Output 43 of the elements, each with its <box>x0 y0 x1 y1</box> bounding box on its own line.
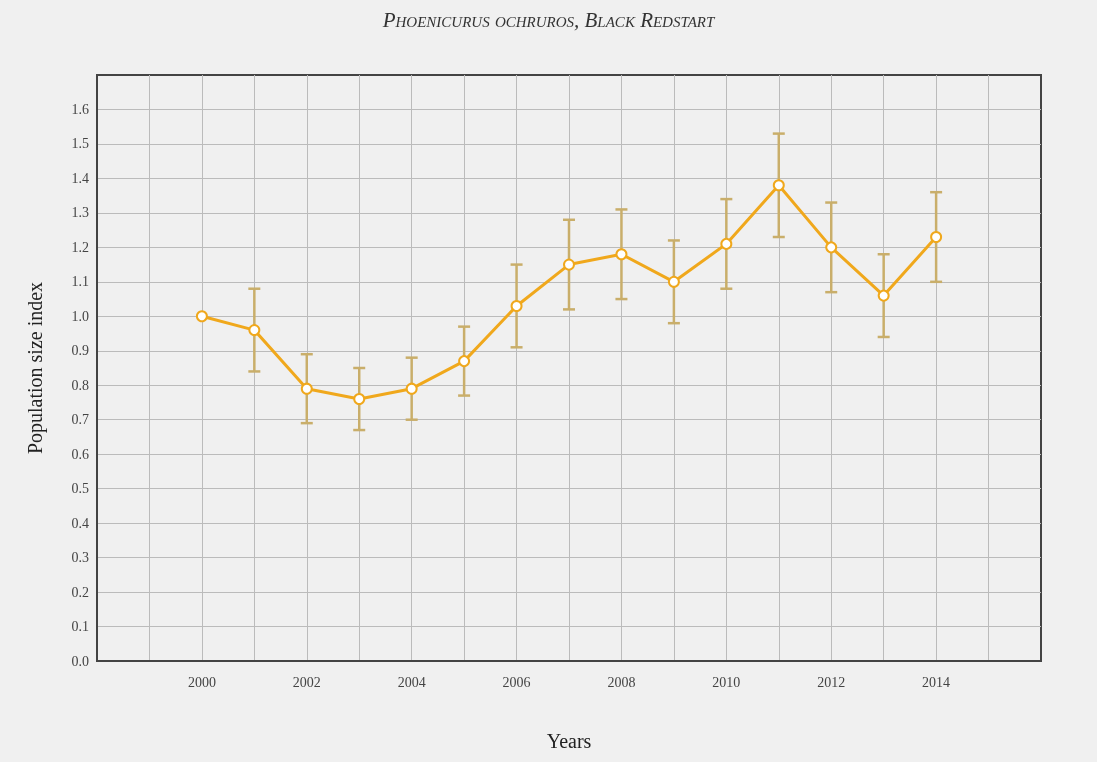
x-tick-label: 2002 <box>292 674 321 690</box>
point <box>667 275 680 288</box>
point <box>405 382 418 395</box>
y-tick-label: 0.5 <box>71 481 89 497</box>
point <box>458 355 471 368</box>
x-tick-label: 2000 <box>187 674 216 690</box>
y-tick-label: 0.4 <box>71 515 89 531</box>
point <box>930 231 943 244</box>
y-tick-label: 0.7 <box>71 412 89 428</box>
y-tick-label: 0.2 <box>71 584 89 600</box>
y-tick-label: 1.3 <box>71 205 89 221</box>
y-tick-label: 0.9 <box>71 343 89 359</box>
chart-title: Phoenicurus ochruros, Black Redstart <box>381 8 716 33</box>
y-tick-label: 1.2 <box>71 239 89 255</box>
point <box>772 179 785 192</box>
x-tick-label: 2012 <box>817 674 846 690</box>
point <box>877 289 890 302</box>
y-tick-label: 1.0 <box>71 308 89 324</box>
y-tick-label: 0.1 <box>71 619 89 635</box>
x-tick-label: 2008 <box>607 674 636 690</box>
point <box>195 310 208 323</box>
y-tick-label: 1.5 <box>71 136 89 152</box>
x-tick-label: 2004 <box>397 674 426 690</box>
point <box>563 258 575 271</box>
point <box>300 382 313 395</box>
point <box>720 237 733 250</box>
x-tick-label: 2006 <box>502 674 531 690</box>
point <box>248 324 261 337</box>
y-tick-label: 1.1 <box>71 274 89 290</box>
x-tick-label: 2014 <box>922 674 951 690</box>
point <box>353 393 366 406</box>
point <box>825 241 838 254</box>
point <box>615 248 628 261</box>
point <box>510 299 523 312</box>
x-axis-title: Years <box>546 730 592 752</box>
y-tick-label: 0.0 <box>71 653 89 669</box>
y-axis-title: Population size index <box>24 281 47 455</box>
y-tick-label: 0.6 <box>71 446 89 462</box>
y-tick-label: 0.8 <box>71 377 89 393</box>
y-tick-label: 1.6 <box>71 101 89 117</box>
y-tick-label: 0.3 <box>71 550 89 566</box>
x-tick-label: 2010 <box>712 674 741 690</box>
y-tick-label: 1.4 <box>71 170 89 186</box>
